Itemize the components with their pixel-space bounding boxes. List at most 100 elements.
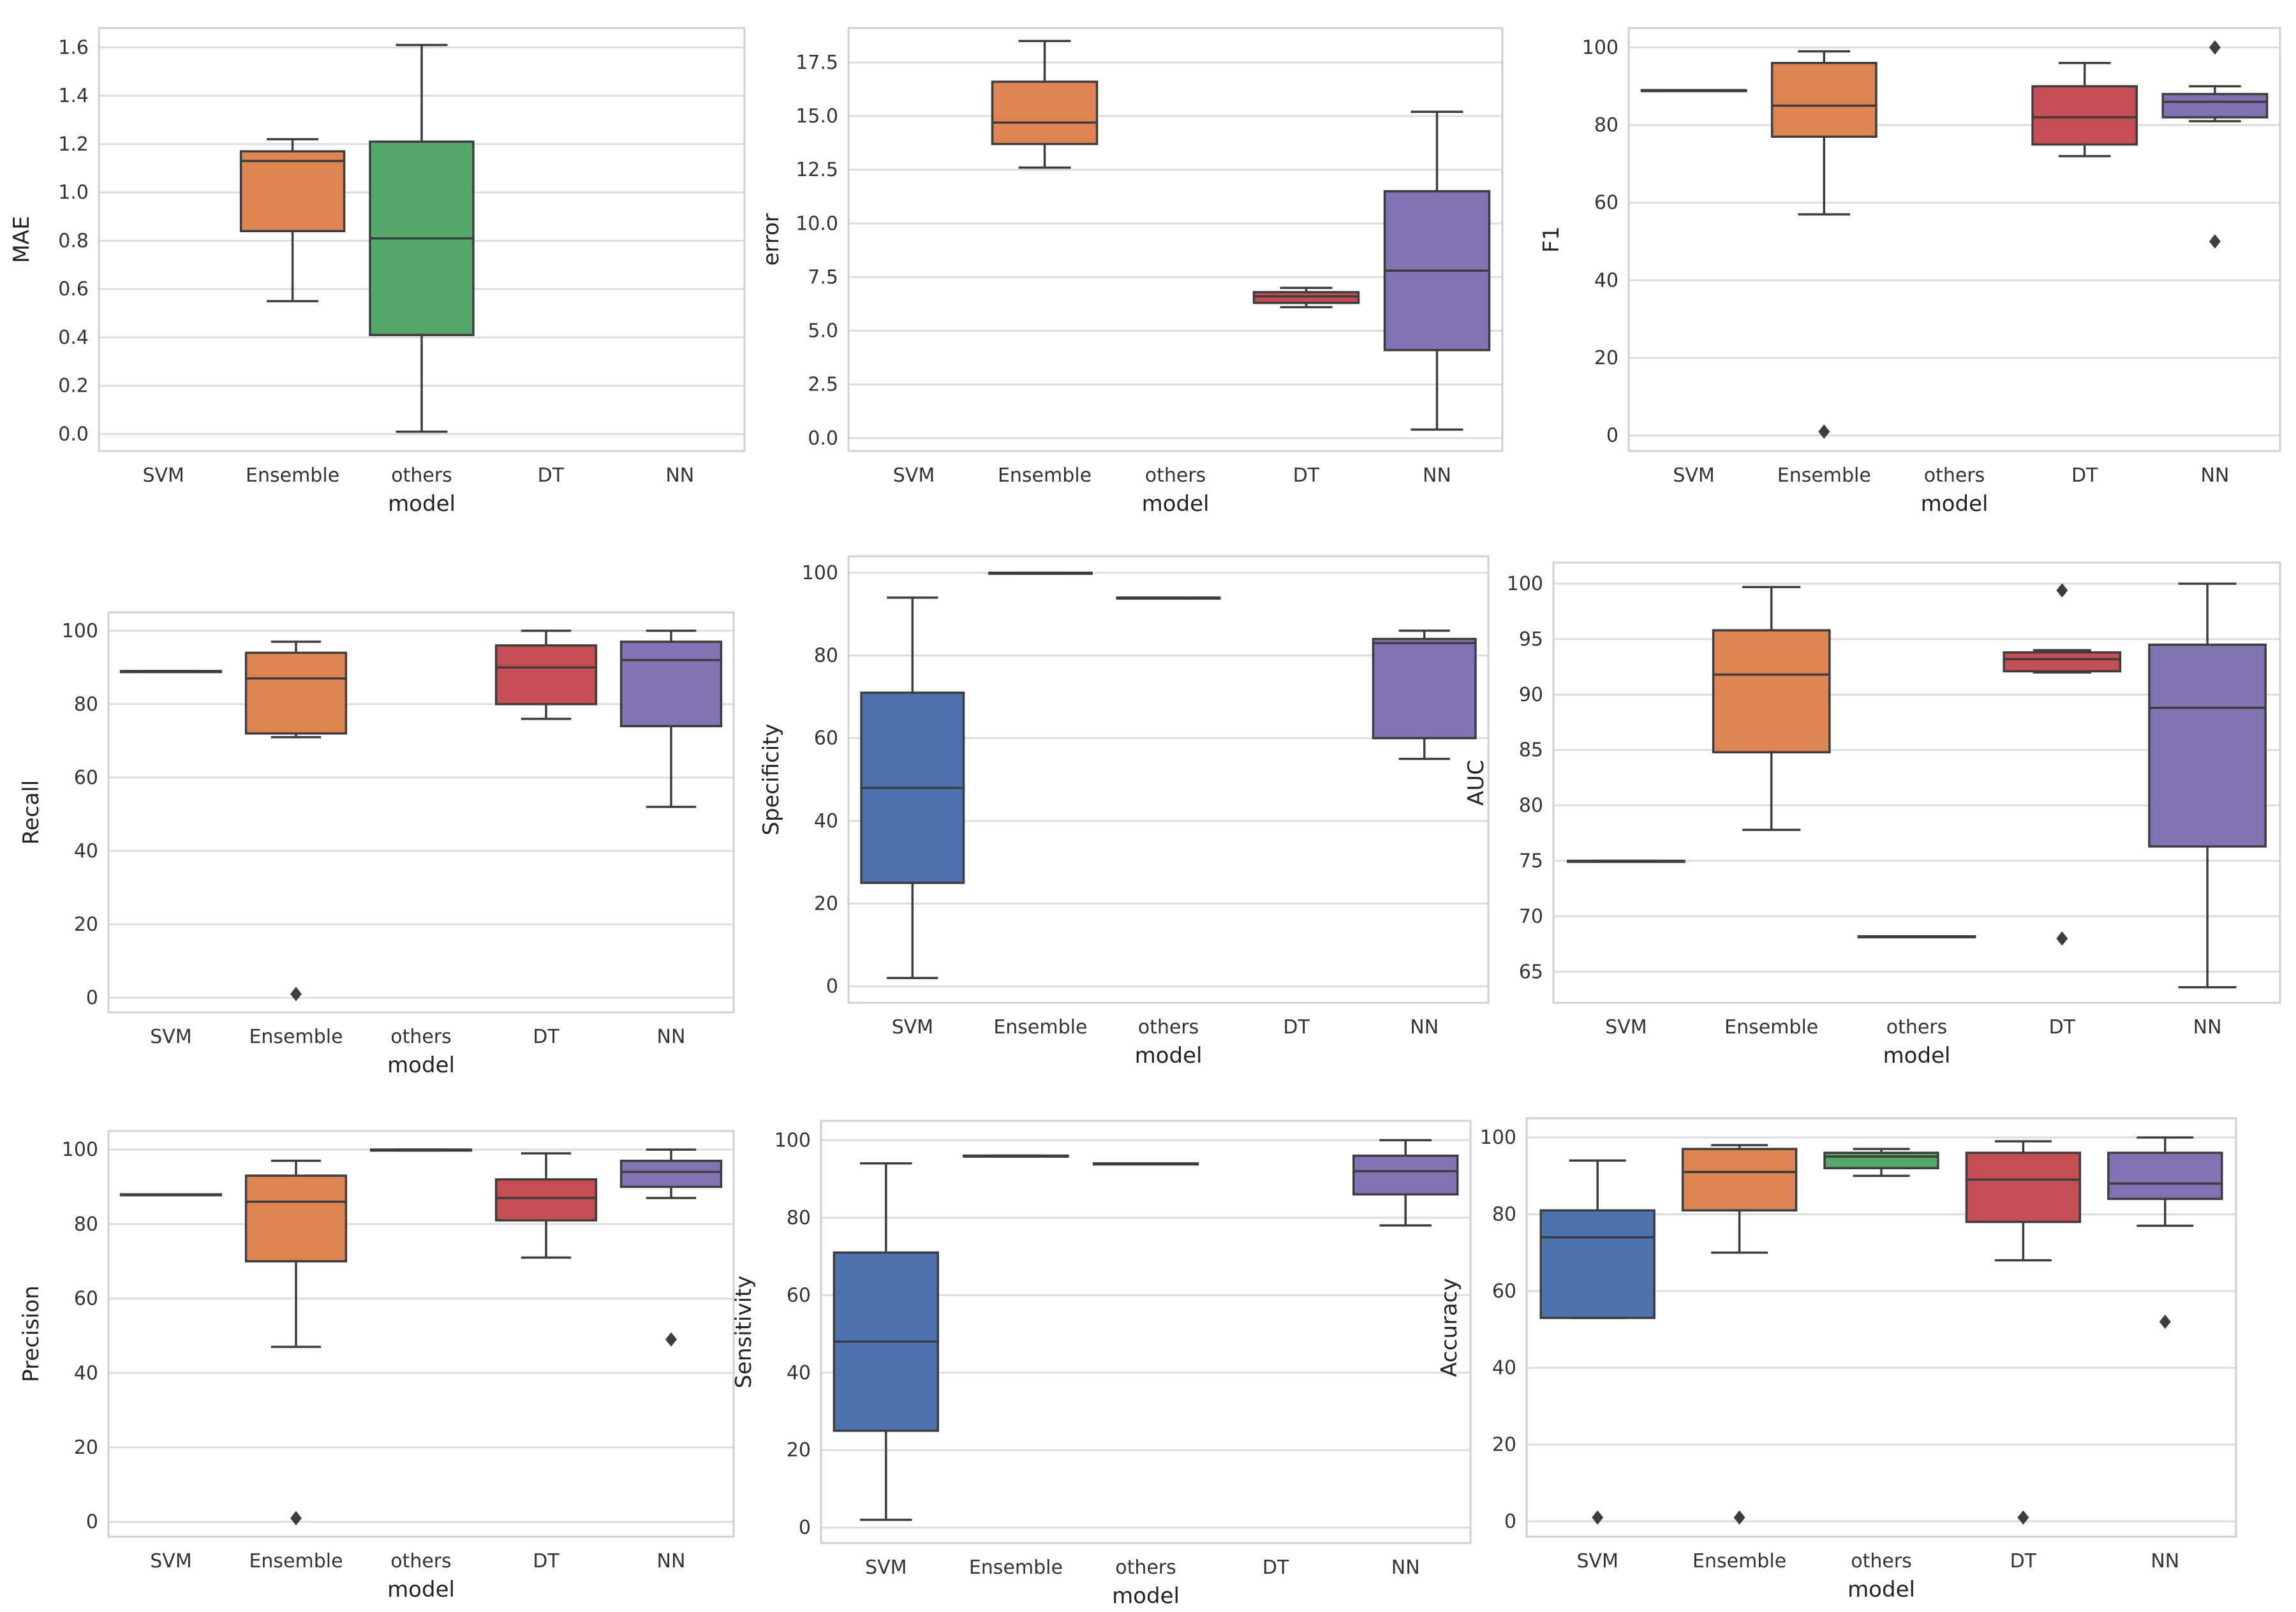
box-ensemble (239, 138, 346, 302)
iqr-box (244, 1174, 348, 1262)
x-tick-label: SVM (142, 464, 184, 487)
y-tick-label: 20 (1594, 347, 1618, 369)
x-tick-label: NN (657, 1026, 686, 1048)
x-axis-label: model (388, 491, 455, 517)
iqr-box (991, 80, 1099, 145)
x-tick-label: Ensemble (1692, 1550, 1786, 1572)
y-tick-label: 100 (62, 1139, 98, 1161)
x-tick-label: SVM (893, 464, 935, 487)
iqr-box (1965, 1151, 2082, 1224)
y-tick-label: 0.0 (58, 423, 89, 445)
y-tick-label: 20 (74, 1437, 98, 1459)
x-axis-label: model (387, 1577, 455, 1602)
y-tick-label: 40 (1492, 1357, 1516, 1379)
y-axis-label: Accuracy (1437, 1278, 1462, 1377)
x-tick-label: NN (2200, 464, 2229, 487)
x-tick-label: DT (538, 464, 565, 487)
box-ensemble (1681, 1144, 1798, 1525)
y-tick-label: 0.8 (58, 230, 89, 252)
x-tick-label: DT (1263, 1557, 1289, 1579)
box-others (1116, 596, 1221, 600)
x-tick-label: DT (2010, 1550, 2037, 1572)
y-tick-label: 40 (814, 810, 838, 832)
x-tick-label: SVM (1576, 1550, 1618, 1572)
y-tick-label: 60 (74, 767, 98, 789)
iqr-box (494, 1178, 598, 1222)
y-tick-label: 20 (1492, 1434, 1516, 1456)
y-tick-label: 0.2 (58, 375, 89, 397)
box-dt (2003, 583, 2122, 946)
panel-auc: 65 70 75 80 85 90 95 100 SVM Ensemble others DT NN mo… (1463, 561, 2281, 1069)
iqr-box (2161, 92, 2269, 119)
y-tick-label: 80 (814, 645, 838, 667)
outlier-point (2209, 234, 2221, 249)
x-tick-label: others (1886, 1016, 1948, 1039)
box-dt (2031, 61, 2138, 158)
box-dt (1965, 1140, 2082, 1525)
plot-area (820, 1120, 1472, 1544)
y-tick-label: 0 (826, 975, 838, 998)
y-axis-label: Specificity (759, 723, 784, 835)
y-tick-label: 100 (802, 562, 838, 584)
panel-recall: 0 20 40 60 80 100 SVM Ensemble others DT NN model Re… (19, 611, 735, 1078)
y-tick-label: 60 (1492, 1280, 1516, 1303)
box-ensemble (988, 572, 1093, 575)
box-dt (494, 630, 598, 720)
y-tick-label: 1.2 (58, 133, 89, 156)
box-ensemble (244, 1159, 348, 1526)
y-tick-label: 5.0 (808, 320, 838, 343)
y-tick-label: 90 (1519, 684, 1543, 706)
x-axis-label: model (1142, 491, 1210, 517)
outlier-point (2056, 931, 2068, 946)
x-tick-label: others (1145, 464, 1206, 487)
x-axis-label: model (387, 1053, 455, 1078)
y-tick-label: 1.6 (58, 36, 89, 59)
outlier-point (1733, 1510, 1745, 1525)
iqr-box (1539, 1209, 1655, 1319)
x-tick-label: DT (533, 1550, 559, 1572)
box-dt (1252, 286, 1360, 309)
box-others (1092, 1162, 1199, 1166)
box-svm (860, 596, 965, 979)
y-tick-label: 20 (787, 1439, 811, 1461)
box-others (369, 43, 475, 433)
iqr-box (2107, 1151, 2223, 1201)
x-axis-label: model (1135, 1043, 1203, 1069)
y-axis-label: Recall (19, 780, 44, 845)
y-tick-label: 100 (774, 1129, 811, 1151)
x-tick-label: NN (657, 1550, 686, 1572)
box-nn (1383, 110, 1491, 431)
y-tick-label: 40 (787, 1362, 811, 1384)
outlier-point (2017, 1510, 2029, 1525)
panel-specificity: 0 20 40 60 80 100 SVM Ensemble others DT NN model Sp… (759, 555, 1490, 1069)
x-tick-label: Ensemble (249, 1026, 343, 1048)
x-tick-label: others (1138, 1016, 1199, 1039)
x-tick-label: DT (533, 1026, 559, 1048)
x-tick-label: NN (665, 464, 694, 487)
box-ensemble (244, 640, 348, 1002)
y-tick-label: 80 (1492, 1203, 1516, 1225)
plot-area (1525, 1117, 2237, 1538)
box-svm (1640, 89, 1747, 92)
iqr-box (1681, 1148, 1798, 1212)
iqr-box (2148, 643, 2267, 848)
box-nn (2148, 582, 2267, 989)
y-axis-label: AUC (1463, 760, 1489, 806)
x-tick-label: NN (1410, 1016, 1439, 1039)
box-svm (1539, 1159, 1655, 1525)
x-axis-label: model (1848, 1577, 1915, 1602)
box-ensemble (963, 1154, 1069, 1158)
outlier-point (290, 1511, 302, 1526)
y-axis-label: F1 (1539, 226, 1564, 253)
y-tick-label: 20 (814, 892, 838, 915)
y-tick-label: 0.6 (58, 278, 89, 300)
x-tick-label: others (391, 464, 452, 487)
y-tick-label: 0 (86, 1511, 98, 1534)
box-svm (119, 1193, 223, 1197)
y-tick-label: 40 (74, 1362, 98, 1384)
y-tick-label: 80 (1594, 114, 1618, 137)
plot-area (1627, 27, 2281, 452)
y-tick-label: 1.0 (58, 182, 89, 204)
y-axis-label: MAE (9, 216, 34, 263)
plot-area (847, 27, 1504, 452)
